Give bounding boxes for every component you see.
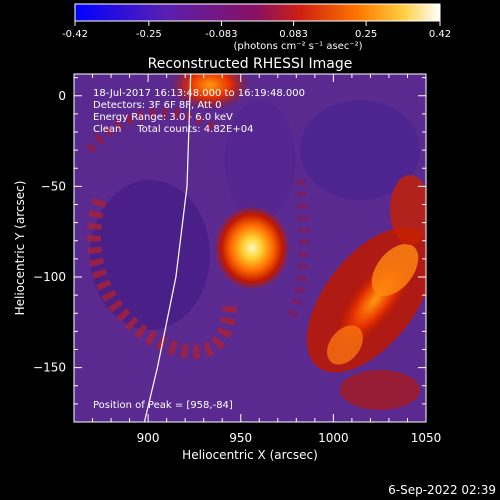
axis-ticks: 900 950 1000 1050 0 −50 −100 −150 (33, 74, 441, 445)
low-emission-region (225, 100, 295, 220)
colorbar: -0.42 -0.25 -0.083 0.083 0.25 0.42 (photons c… (62, 3, 451, 52)
y-tick-label: −50 (41, 179, 66, 193)
ring-artifact (86, 107, 219, 154)
annotation-time-range: 18-Jul-2017 16:13:48.000 to 16:19:48.000 (93, 88, 305, 99)
x-tick-label: 1000 (318, 431, 349, 445)
heatmap-image (74, 74, 426, 422)
solar-limb-curve (143, 74, 192, 422)
extended-source (306, 175, 426, 410)
y-tick-label: −150 (33, 361, 66, 375)
colorbar-tick-label: -0.083 (205, 29, 237, 40)
colorbar-tick-label: 0.083 (279, 29, 308, 40)
y-axis-label: Heliocentric Y (arcsec) (13, 181, 27, 316)
x-tick-label: 950 (229, 431, 252, 445)
colorbar-unit-label: (photons cm⁻² s⁻¹ asec⁻²) (233, 41, 362, 52)
y-tick-label: 0 (58, 89, 66, 103)
low-emission-region (90, 180, 210, 330)
ring-artifact (86, 197, 237, 359)
plot-frame (73, 73, 427, 423)
low-emission-region (300, 100, 420, 200)
ring-artifact (285, 179, 310, 323)
colorbar-gradient (74, 3, 441, 22)
colorbar-tick-label: 0.25 (355, 29, 377, 40)
x-tick-label: 1050 (411, 431, 442, 445)
annotation-peak-position: Position of Peak = [958,-84] (93, 400, 233, 411)
chart-title: Reconstructed RHESSI Image (148, 56, 353, 72)
peak-source (214, 206, 290, 290)
colorbar-tick-label: -0.25 (136, 29, 162, 40)
x-axis-label: Heliocentric X (arcsec) (182, 448, 318, 462)
x-tick-label: 900 (137, 431, 160, 445)
colorbar-tick-label: -0.42 (62, 29, 88, 40)
annotation-counts: Clean Total counts: 4.82E+04 (93, 124, 253, 135)
colorbar-tick-label: 0.42 (429, 29, 451, 40)
timestamp: 6-Sep-2022 02:39 (388, 483, 496, 497)
y-tick-label: −100 (33, 270, 66, 284)
annotation-energy-range: Energy Range: 3.0 - 6.0 keV (93, 112, 233, 123)
annotation-detectors: Detectors: 3F 6F 8F, Att 0 (93, 100, 221, 111)
